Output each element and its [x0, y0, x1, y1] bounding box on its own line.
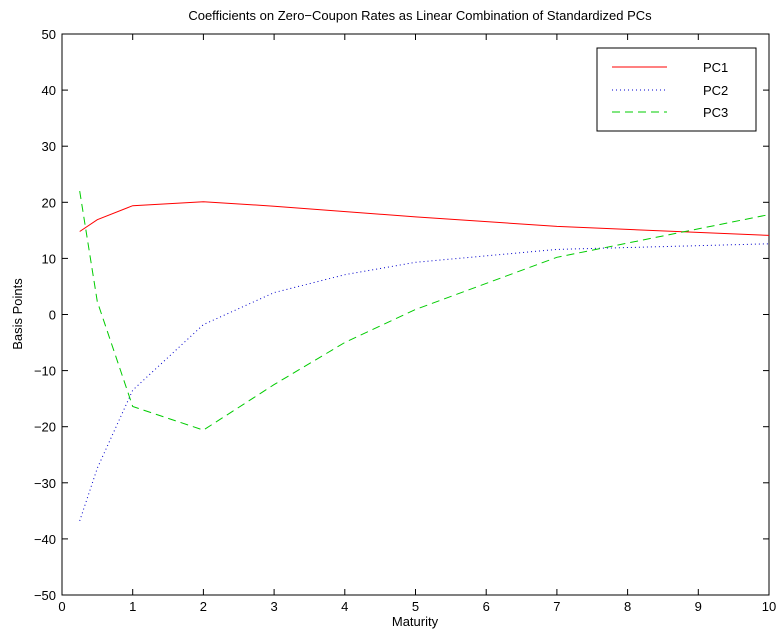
- chart-title: Coefficients on Zero−Coupon Rates as Lin…: [188, 8, 652, 23]
- y-tick-label: −40: [34, 532, 56, 547]
- x-axis-title: Maturity: [392, 614, 439, 629]
- series-line-pc3: [79, 191, 770, 431]
- series-line-pc2: [79, 243, 770, 522]
- x-tick-label: 5: [412, 599, 419, 614]
- legend: PC1 PC2 PC3: [596, 47, 757, 132]
- legend-box: [596, 47, 757, 132]
- legend-label-pc2: PC2: [703, 83, 728, 98]
- y-tick-label: −30: [34, 476, 56, 491]
- x-tick-label: 0: [58, 599, 65, 614]
- y-tick-label: 50: [42, 27, 56, 42]
- x-tick-label: 4: [341, 599, 348, 614]
- series-layer: [79, 191, 770, 522]
- y-tick-label: 30: [42, 139, 56, 154]
- ticks-layer: 0 1 2 3 4 5 6 7 8 9 10 −50 −40 −30 −20 −10 0 10 20 30 40 50: [34, 27, 776, 614]
- y-tick-label: 20: [42, 195, 56, 210]
- y-tick-label: 10: [42, 251, 56, 266]
- x-tick-label: 1: [129, 599, 136, 614]
- y-tick-label: 40: [42, 83, 56, 98]
- x-tick-label: 8: [624, 599, 631, 614]
- series-line-pc1: [79, 201, 770, 236]
- x-tick-label: 6: [483, 599, 490, 614]
- y-axis-title: Basis Points: [10, 278, 25, 350]
- x-tick-label: 2: [200, 599, 207, 614]
- x-tick-label: 7: [553, 599, 560, 614]
- x-tick-label: 9: [695, 599, 702, 614]
- y-tick-label: −20: [34, 420, 56, 435]
- y-tick-label: −10: [34, 364, 56, 379]
- x-tick-label: 3: [270, 599, 277, 614]
- legend-label-pc1: PC1: [703, 60, 728, 75]
- y-tick-label: 0: [49, 308, 56, 323]
- x-tick-label: 10: [762, 599, 776, 614]
- y-tick-label: −50: [34, 588, 56, 603]
- legend-label-pc3: PC3: [703, 105, 728, 120]
